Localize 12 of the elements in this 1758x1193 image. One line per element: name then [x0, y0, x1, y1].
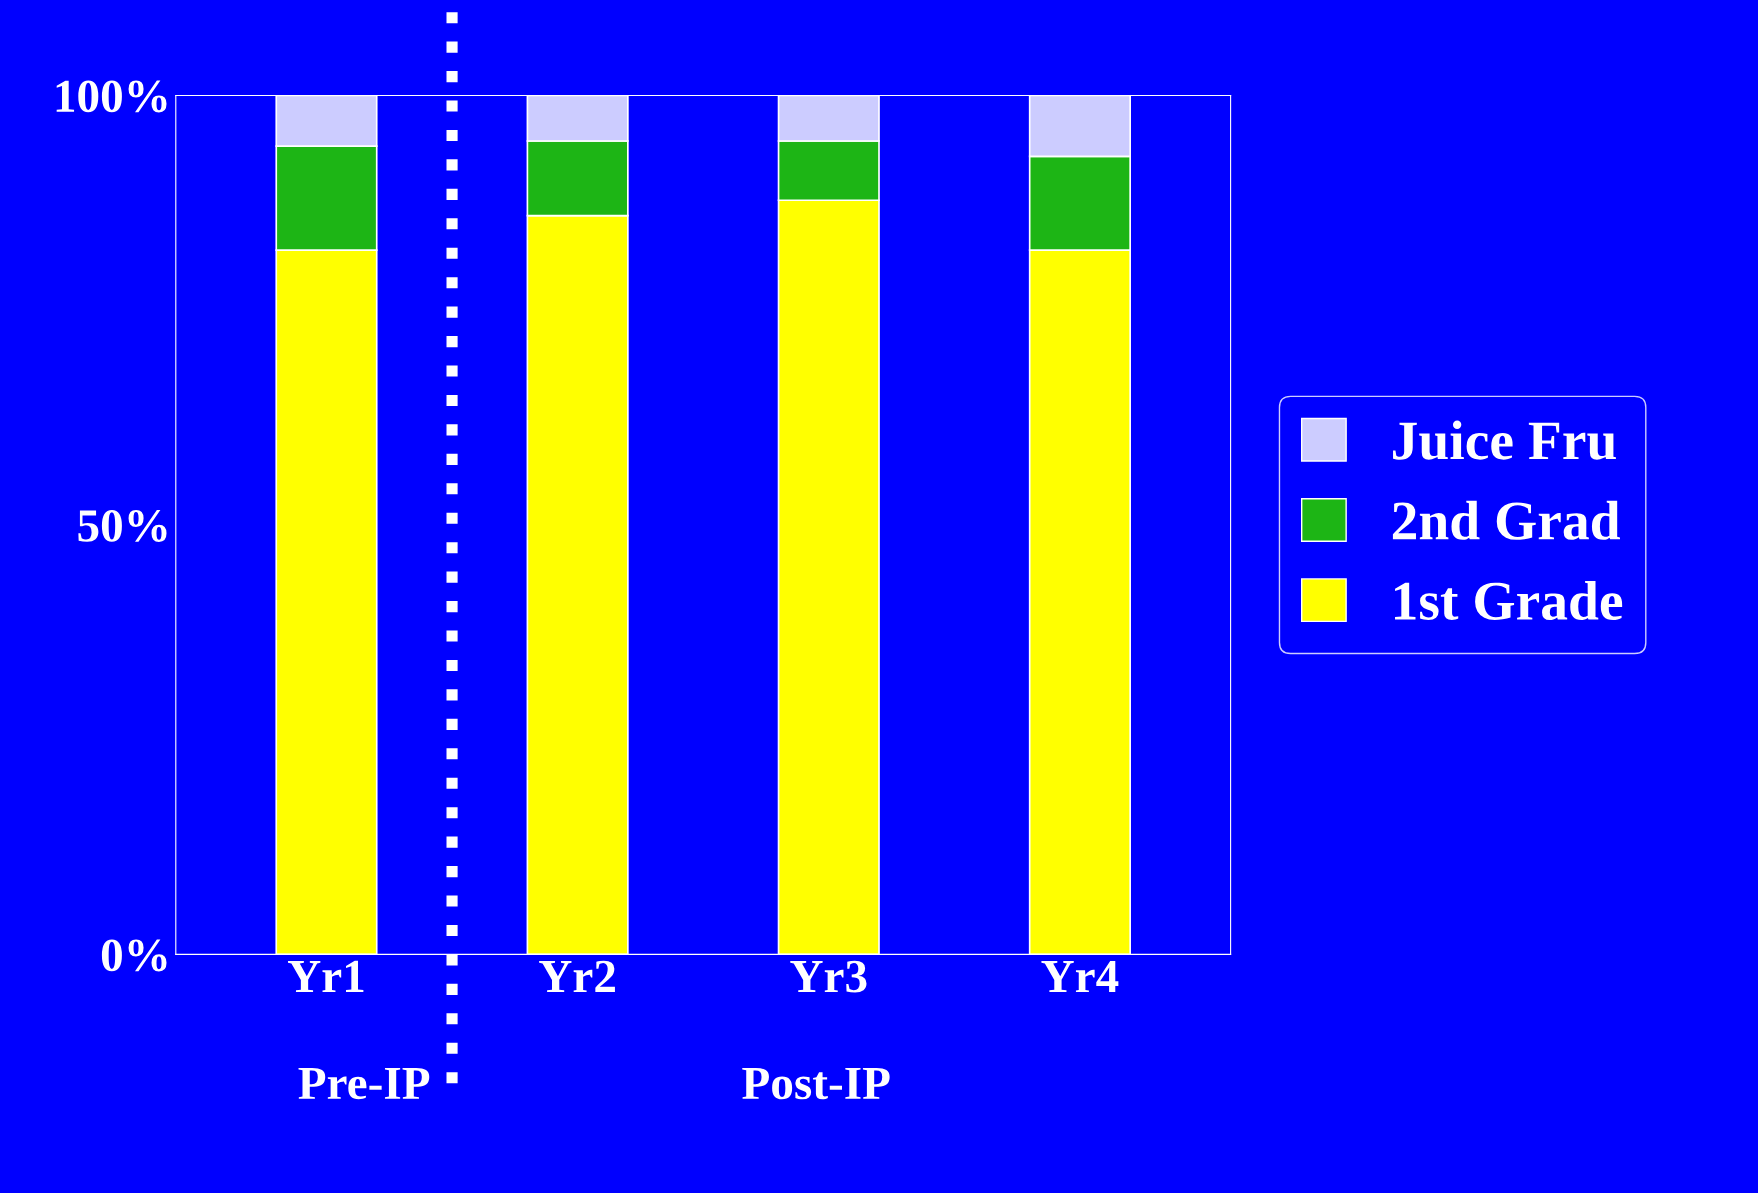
- x-tick-label: Yr2: [539, 960, 615, 993]
- x-tick-label: Yr1: [287, 960, 364, 993]
- text: Post-IP: [742, 1067, 890, 1100]
- legend-label: 2nd Grad: [1392, 500, 1620, 540]
- x-tick-label: Yr3: [790, 960, 867, 993]
- y-tick-label: 0%: [101, 939, 167, 972]
- y-tick-label: 50%: [78, 509, 167, 542]
- text: Pre-IP: [298, 1067, 430, 1100]
- y-tick-label: 100%: [56, 80, 167, 113]
- legend-label: Juice Fru: [1393, 420, 1616, 460]
- x-tick-label: Yr4: [1041, 960, 1119, 993]
- legend-label: 1st Grade: [1395, 580, 1623, 620]
